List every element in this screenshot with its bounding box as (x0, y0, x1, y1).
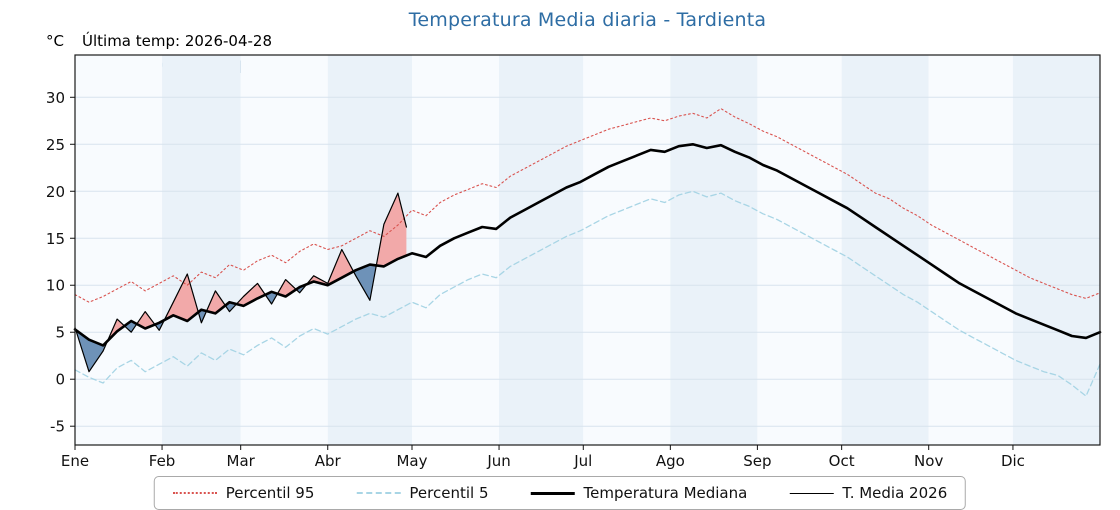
svg-text:Jul: Jul (573, 452, 592, 470)
svg-text:Sep: Sep (743, 452, 771, 470)
legend-item-mediana: Temperatura Mediana (530, 484, 747, 502)
svg-text:Ene: Ene (61, 452, 89, 470)
svg-text:Ago: Ago (656, 452, 685, 470)
legend-item-t-media-2026: T. Media 2026 (789, 484, 947, 502)
legend-item-percentil-5: Percentil 5 (356, 484, 488, 502)
percentil-95-line-sample (172, 492, 217, 494)
svg-text:-5: -5 (50, 418, 65, 436)
legend-item-percentil-95: Percentil 95 (172, 484, 315, 502)
svg-text:0: 0 (55, 371, 65, 389)
svg-text:Feb: Feb (149, 452, 176, 470)
svg-text:20: 20 (46, 183, 65, 201)
t-media-2026-line-sample (789, 492, 834, 494)
chart-title: Temperatura Media diaria - Tardienta (408, 9, 767, 31)
percentil-5-line-sample (356, 492, 401, 494)
last-temp-label: Última temp: 2026-04-28 (82, 32, 273, 50)
y-axis-unit-label: °C (46, 32, 64, 50)
svg-text:Abr: Abr (315, 452, 342, 470)
mediana-line-sample (530, 491, 575, 495)
legend-label-percentil-95: Percentil 95 (225, 484, 315, 502)
svg-text:10: 10 (46, 277, 65, 295)
legend-label-percentil-5: Percentil 5 (409, 484, 489, 502)
svg-text:15: 15 (46, 230, 65, 248)
legend-label-t-media-2026: T. Media 2026 (842, 484, 948, 502)
svg-text:30: 30 (46, 89, 65, 107)
svg-text:25: 25 (46, 136, 65, 154)
legend-label-mediana: Temperatura Mediana (583, 484, 748, 502)
svg-text:Mar: Mar (227, 452, 256, 470)
legend: Percentil 95 Percentil 5 Temperatura Med… (153, 476, 967, 510)
svg-text:May: May (396, 452, 427, 470)
svg-text:Nov: Nov (914, 452, 943, 470)
svg-text:Oct: Oct (829, 452, 855, 470)
svg-text:5: 5 (55, 324, 65, 342)
svg-text:Jun: Jun (486, 452, 510, 470)
svg-text:Dic: Dic (1001, 452, 1025, 470)
